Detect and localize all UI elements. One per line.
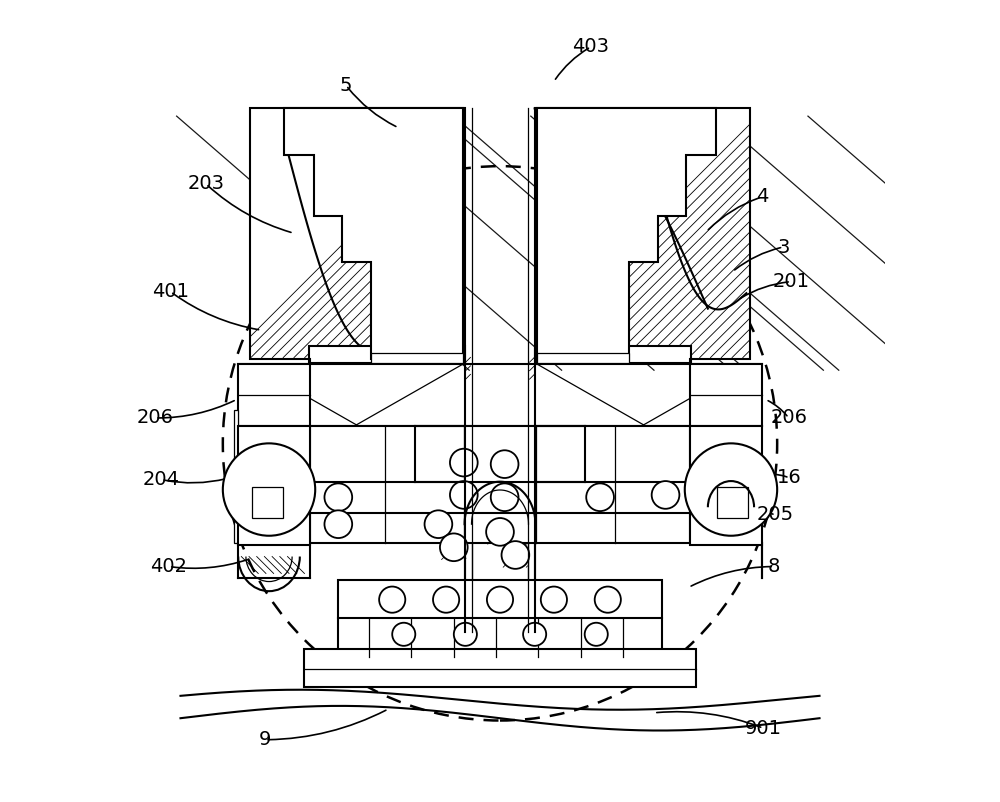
Text: 401: 401 (152, 282, 189, 302)
Bar (690, 364, 762, 426)
Bar (238, 364, 310, 426)
Circle shape (685, 444, 777, 536)
Bar (717, 488, 748, 518)
Text: 203: 203 (187, 174, 224, 193)
Circle shape (491, 450, 518, 478)
Text: 901: 901 (745, 719, 782, 738)
Bar (310, 426, 690, 544)
Circle shape (392, 622, 415, 646)
Text: 201: 201 (773, 272, 810, 291)
Bar (371, 353, 463, 363)
Circle shape (585, 622, 608, 646)
Text: 205: 205 (757, 505, 794, 525)
Circle shape (223, 444, 315, 536)
Circle shape (450, 481, 478, 508)
Text: 5: 5 (340, 76, 352, 95)
Circle shape (652, 481, 679, 508)
Bar (252, 488, 283, 518)
Circle shape (450, 449, 478, 476)
Polygon shape (284, 108, 463, 358)
Text: 3: 3 (777, 237, 790, 257)
Text: 9: 9 (259, 731, 271, 749)
Text: 204: 204 (143, 470, 180, 489)
Bar (309, 346, 465, 363)
Circle shape (491, 484, 518, 511)
Text: 206: 206 (770, 408, 807, 427)
Circle shape (425, 510, 452, 538)
Text: 16: 16 (777, 468, 802, 488)
Circle shape (595, 586, 621, 613)
Text: 8: 8 (768, 557, 780, 576)
Bar (234, 411, 238, 544)
Bar (304, 649, 696, 687)
Circle shape (586, 484, 614, 511)
Text: 206: 206 (137, 408, 174, 427)
Circle shape (486, 518, 514, 545)
Circle shape (433, 586, 459, 613)
Text: 4: 4 (756, 188, 768, 206)
Circle shape (541, 586, 567, 613)
Bar (537, 353, 629, 363)
Text: 403: 403 (572, 38, 609, 56)
Bar (535, 346, 691, 363)
Bar (338, 580, 662, 657)
Bar (238, 426, 310, 545)
Bar (537, 108, 750, 358)
Circle shape (487, 586, 513, 613)
Circle shape (324, 484, 352, 511)
Bar (690, 426, 762, 545)
Circle shape (523, 622, 546, 646)
Circle shape (502, 541, 529, 569)
Text: 402: 402 (150, 557, 187, 576)
Bar (250, 108, 463, 358)
Circle shape (440, 533, 468, 561)
Circle shape (379, 586, 405, 613)
Circle shape (324, 510, 352, 538)
Circle shape (454, 622, 477, 646)
Polygon shape (537, 108, 716, 358)
